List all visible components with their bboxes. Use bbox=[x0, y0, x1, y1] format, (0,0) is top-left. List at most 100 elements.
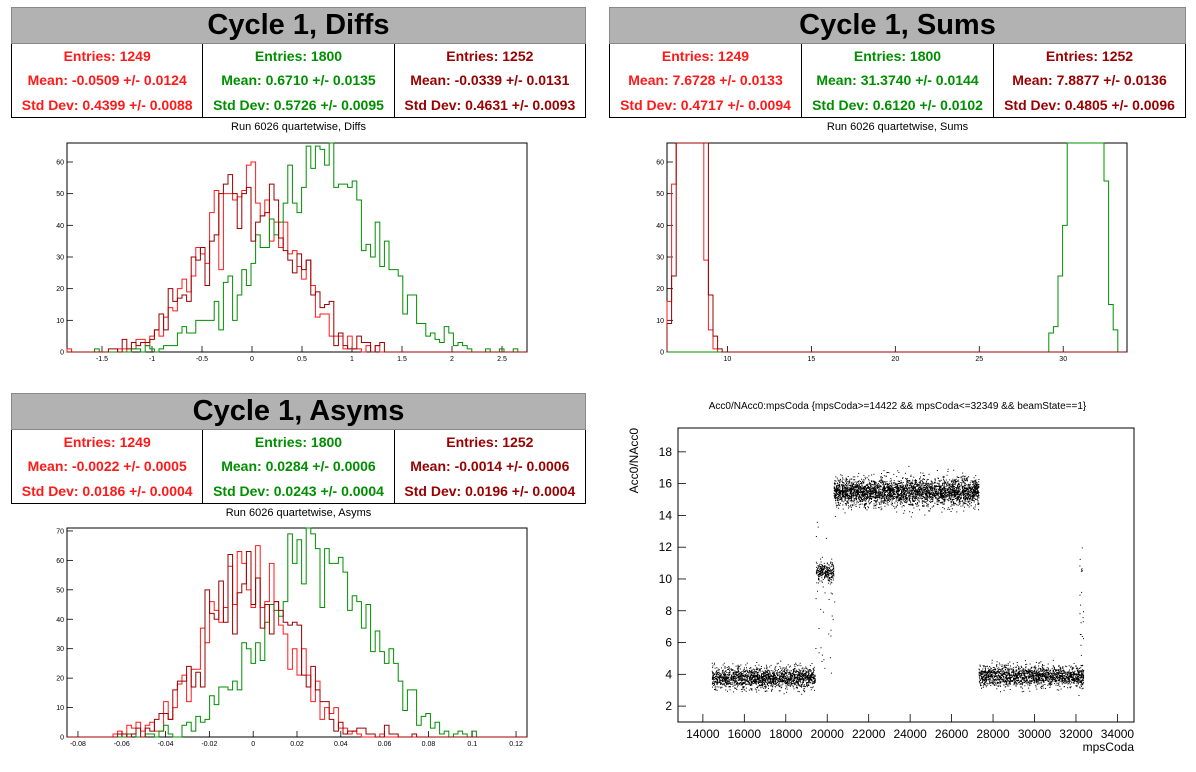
stat-mean: Mean: 7.8877 +/- 0.0136 bbox=[1012, 72, 1167, 89]
sums-series-1 bbox=[667, 142, 1127, 353]
asyms-xtick-label: -0.02 bbox=[201, 741, 217, 748]
diffs-xtick-label: 0.5 bbox=[297, 356, 307, 363]
sums-statbox: Entries: 1249 Mean: 7.6728 +/- 0.0133 St… bbox=[609, 44, 1186, 118]
diffs-stats-green: Entries: 1800 Mean: 0.6710 +/- 0.0135 St… bbox=[203, 44, 395, 117]
asyms-ytick-label: 0 bbox=[60, 735, 64, 742]
diffs-ytick-label: 60 bbox=[56, 160, 64, 167]
diffs-xtick-label: -1.5 bbox=[96, 356, 108, 363]
asyms-ytick-label: 30 bbox=[56, 646, 64, 653]
stat-std: Std Dev: 0.0186 +/- 0.0004 bbox=[21, 482, 193, 499]
stat-mean: Mean: -0.0509 +/- 0.0124 bbox=[27, 72, 187, 89]
scatter-xtick-label: 32000 bbox=[1059, 727, 1093, 741]
scatter-frame bbox=[677, 427, 1135, 723]
diffs-ytick-label: 50 bbox=[56, 191, 64, 198]
asyms-subtitle: Run 6026 quartetwise, Asyms bbox=[225, 507, 372, 519]
asyms-xtick-label: 0.06 bbox=[378, 741, 392, 748]
scatter-xlabel: mpsCoda bbox=[1083, 740, 1135, 754]
sums-ytick-label: 20 bbox=[656, 286, 664, 293]
asyms-xtick-label: -0.08 bbox=[70, 741, 86, 748]
diffs-xtick-label: -0.5 bbox=[196, 356, 208, 363]
stat-mean: Mean: 0.0284 +/- 0.0006 bbox=[221, 458, 376, 475]
stat-std: Std Dev: 0.4805 +/- 0.0096 bbox=[1004, 96, 1175, 113]
stat-entries: Entries: 1800 bbox=[254, 434, 343, 451]
diffs-xtick-label: -1 bbox=[149, 356, 155, 363]
diffs-ytick-label: 20 bbox=[56, 286, 64, 293]
asyms-series-1 bbox=[67, 527, 527, 738]
asyms-xtick-label: 0.04 bbox=[334, 741, 348, 748]
asyms-stats-green: Entries: 1800 Mean: 0.0284 +/- 0.0006 St… bbox=[203, 430, 395, 503]
sums-xtick-label: 10 bbox=[724, 356, 732, 363]
sums-ytick-label: 0 bbox=[660, 350, 664, 357]
diffs-subtitle: Run 6026 quartetwise, Diffs bbox=[231, 121, 366, 133]
diffs-series-1 bbox=[67, 142, 527, 353]
diffs-xtick-label: 2.5 bbox=[497, 356, 507, 363]
stat-mean: Mean: -0.0022 +/- 0.0005 bbox=[27, 458, 187, 475]
stat-mean: Mean: -0.0339 +/- 0.0131 bbox=[410, 72, 570, 89]
stat-entries: Entries: 1252 bbox=[446, 48, 534, 65]
scatter-xtick-label: 34000 bbox=[1101, 727, 1135, 741]
asyms-xtick-label: 0.08 bbox=[422, 741, 436, 748]
asyms-ytick-label: 50 bbox=[56, 587, 64, 594]
stat-entries: Entries: 1249 bbox=[63, 48, 151, 65]
sums-banner: Cycle 1, Sums bbox=[609, 7, 1186, 44]
asyms-ytick-label: 10 bbox=[56, 705, 64, 712]
sums-xtick-label: 25 bbox=[975, 356, 983, 363]
asyms-ytick-label: 60 bbox=[56, 558, 64, 565]
sums-subtitle: Run 6026 quartetwise, Sums bbox=[826, 121, 969, 133]
diffs-statbox: Entries: 1249 Mean: -0.0509 +/- 0.0124 S… bbox=[11, 44, 586, 118]
sums-ytick-label: 60 bbox=[656, 160, 664, 167]
asyms-series-2 bbox=[67, 551, 527, 738]
sums-ytick-label: 50 bbox=[656, 191, 664, 198]
asyms-xtick-label: -0.04 bbox=[158, 741, 174, 748]
asyms-series-0 bbox=[67, 545, 527, 738]
asyms-ytick-label: 70 bbox=[56, 528, 64, 535]
stat-entries: Entries: 1252 bbox=[446, 434, 534, 451]
diffs-xtick-label: 1.5 bbox=[397, 356, 407, 363]
sums-xtick-label: 30 bbox=[1059, 356, 1067, 363]
stat-mean: Mean: 0.6710 +/- 0.0135 bbox=[221, 72, 376, 89]
diffs-xtick-label: 2 bbox=[450, 356, 454, 363]
stat-std: Std Dev: 0.4399 +/- 0.0088 bbox=[21, 96, 193, 113]
sums-stats-green: Entries: 1800 Mean: 31.3740 +/- 0.0144 S… bbox=[802, 44, 994, 117]
diffs-ytick-label: 40 bbox=[56, 223, 64, 230]
asyms-ytick-label: 40 bbox=[56, 617, 64, 624]
sums-ytick-label: 30 bbox=[656, 255, 664, 262]
scatter-ytick-label: 6 bbox=[665, 636, 672, 650]
scatter-xtick-label: 28000 bbox=[976, 727, 1010, 741]
scatter-title: Acc0/NAcc0:mpsCoda {mpsCoda>=14422 && mp… bbox=[708, 401, 1087, 412]
sums-series-2 bbox=[666, 142, 1127, 353]
asyms-xtick-label: -0.06 bbox=[114, 741, 130, 748]
scatter-xtick-label: 24000 bbox=[893, 727, 927, 741]
scatter-ytick-label: 2 bbox=[665, 699, 672, 713]
sums-xtick-label: 15 bbox=[807, 356, 815, 363]
sums-xtick-label: 20 bbox=[891, 356, 899, 363]
diffs-xtick-label: 1 bbox=[350, 356, 354, 363]
asyms-xtick-label: 0.12 bbox=[509, 741, 523, 748]
scatter-ytick-label: 10 bbox=[659, 572, 673, 586]
asyms-stats-red: Entries: 1249 Mean: -0.0022 +/- 0.0005 S… bbox=[12, 430, 204, 503]
diffs-stats-darkred: Entries: 1252 Mean: -0.0339 +/- 0.0131 S… bbox=[395, 44, 585, 117]
asyms-xtick-label: 0.02 bbox=[290, 741, 304, 748]
stat-mean: Mean: 31.3740 +/- 0.0144 bbox=[816, 72, 979, 89]
scatter-points bbox=[711, 465, 1085, 696]
stat-std: Std Dev: 0.5726 +/- 0.0095 bbox=[213, 96, 384, 113]
asyms-statbox: Entries: 1249 Mean: -0.0022 +/- 0.0005 S… bbox=[11, 430, 586, 504]
diffs-banner: Cycle 1, Diffs bbox=[11, 7, 586, 44]
stat-std: Std Dev: 0.0196 +/- 0.0004 bbox=[404, 482, 576, 499]
stat-entries: Entries: 1249 bbox=[63, 434, 151, 451]
scatter-ytick-label: 16 bbox=[659, 477, 673, 491]
scatter-xtick-label: 26000 bbox=[935, 727, 969, 741]
diffs-ytick-label: 30 bbox=[56, 255, 64, 262]
asyms-xtick-label: 0 bbox=[251, 741, 255, 748]
scatter-xtick-label: 30000 bbox=[1018, 727, 1052, 741]
diffs-stats-red: Entries: 1249 Mean: -0.0509 +/- 0.0124 S… bbox=[12, 44, 204, 117]
scatter-ytick-label: 18 bbox=[659, 445, 673, 459]
asyms-banner: Cycle 1, Asyms bbox=[11, 393, 586, 430]
stat-entries: Entries: 1800 bbox=[254, 48, 343, 65]
scatter-xtick-label: 20000 bbox=[811, 727, 845, 741]
stat-std: Std Dev: 0.6120 +/- 0.0102 bbox=[812, 96, 983, 113]
sums-stats-red: Entries: 1249 Mean: 7.6728 +/- 0.0133 St… bbox=[610, 44, 802, 117]
diffs-ytick-label: 10 bbox=[56, 318, 64, 325]
scatter-ylabel: Acc0/NAcc0 bbox=[627, 428, 641, 494]
